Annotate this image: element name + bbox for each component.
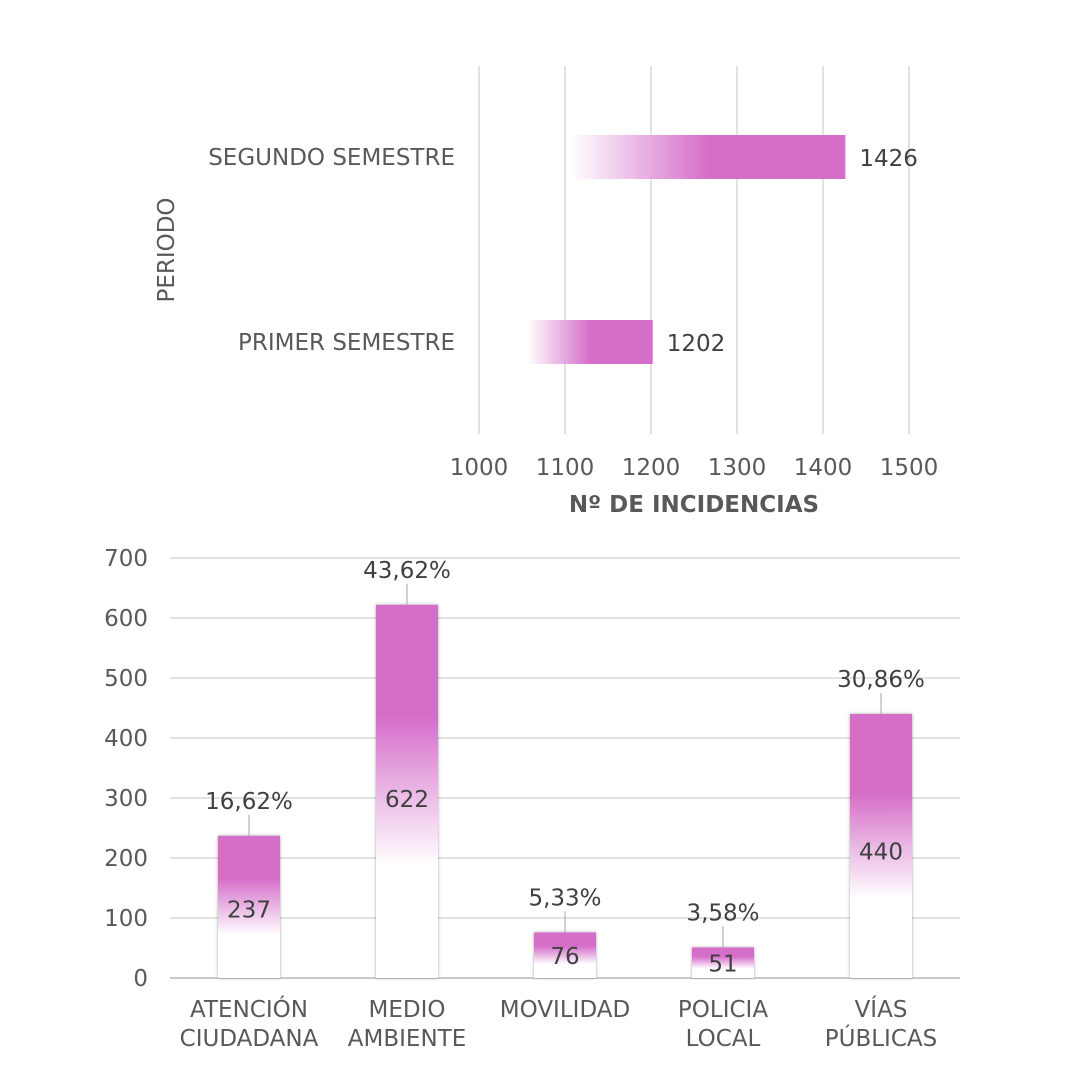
bar-4 — [850, 714, 912, 978]
category-label: PRIMER SEMESTRE — [238, 330, 455, 356]
y-tick-label: 600 — [104, 606, 148, 632]
bar-2 — [534, 932, 596, 978]
category-label: ATENCIÓN — [190, 995, 308, 1023]
vertical-bar-chart: 0 100 200 300 400 500 600 700 237 16,62% 622 43,62… — [104, 546, 960, 1052]
x-axis-title: Nº DE INCIDENCIAS — [569, 492, 819, 518]
bottom-data-labels: 237 16,62% 622 43,62% 76 5,33% 51 3,58% 440 30,86… — [205, 558, 925, 978]
bottom-category-labels: ATENCIÓN CIUDADANA MEDIO AMBIENTE MOVILIDAD P… — [180, 995, 938, 1052]
bottom-y-tick-labels: 0 100 200 300 400 500 600 700 — [104, 546, 148, 992]
percent-label: 5,33% — [528, 885, 601, 911]
category-label: MEDIO — [369, 997, 446, 1023]
y-tick-label: 100 — [104, 906, 148, 932]
percent-label: 16,62% — [205, 789, 293, 815]
value-label: 51 — [708, 951, 737, 977]
y-tick-label: 700 — [104, 546, 148, 572]
category-label: SEGUNDO SEMESTRE — [208, 145, 455, 171]
value-label: 237 — [227, 898, 271, 924]
top-bars — [527, 135, 846, 364]
x-tick-label: 1100 — [536, 455, 595, 481]
category-label: PÚBLICAS — [825, 1024, 937, 1052]
category-label: VÍAS — [855, 995, 908, 1023]
bottom-bars — [218, 604, 912, 978]
bar-3 — [692, 947, 754, 978]
y-tick-label: 200 — [104, 846, 148, 872]
bar-0 — [218, 835, 280, 978]
data-label: 1202 — [667, 331, 726, 357]
category-label: MOVILIDAD — [500, 997, 630, 1023]
bar-segundo-semestre — [570, 135, 846, 179]
percent-label: 3,58% — [686, 900, 759, 926]
y-tick-label: 0 — [133, 966, 148, 992]
y-tick-label: 300 — [104, 786, 148, 812]
y-tick-label: 400 — [104, 726, 148, 752]
x-tick-label: 1000 — [450, 455, 509, 481]
category-label: POLICIA — [678, 997, 768, 1023]
value-label: 440 — [859, 839, 903, 865]
y-tick-label: 500 — [104, 666, 148, 692]
percent-label: 43,62% — [363, 558, 451, 584]
category-label: LOCAL — [686, 1026, 761, 1052]
top-data-labels: 1202 1426 — [667, 146, 918, 357]
top-category-labels: PRIMER SEMESTRE SEGUNDO SEMESTRE — [208, 145, 455, 356]
category-label: CIUDADANA — [180, 1026, 319, 1052]
y-axis-title: PERIODO — [154, 197, 180, 302]
top-gridlines — [478, 66, 910, 434]
x-tick-label: 1400 — [794, 455, 853, 481]
value-label: 622 — [385, 787, 429, 813]
x-tick-label: 1500 — [880, 455, 939, 481]
value-label: 76 — [550, 944, 579, 970]
category-label: AMBIENTE — [348, 1026, 466, 1052]
bar-1 — [376, 604, 438, 978]
x-tick-label: 1300 — [708, 455, 767, 481]
horizontal-bar-chart: 1000 1100 1200 1300 1400 1500 PRIMER SEMESTRE… — [154, 66, 938, 518]
data-label: 1426 — [859, 146, 918, 172]
top-x-tick-labels: 1000 1100 1200 1300 1400 1500 — [450, 455, 939, 481]
bar-primer-semestre — [527, 320, 653, 364]
x-tick-label: 1200 — [622, 455, 681, 481]
percent-label: 30,86% — [837, 667, 925, 693]
